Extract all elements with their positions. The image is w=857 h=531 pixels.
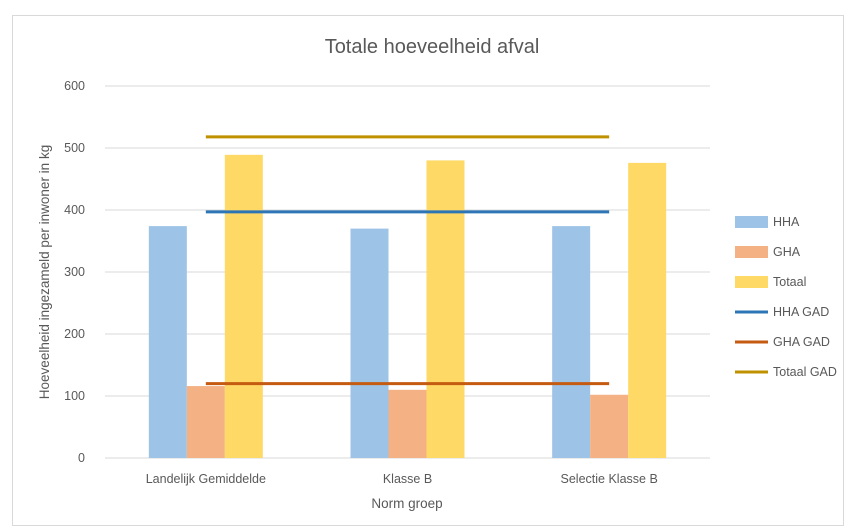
legend-swatch-hha <box>735 216 768 228</box>
legend-label-gha-gad: GHA GAD <box>773 335 830 349</box>
x-tick-label: Klasse B <box>383 472 432 486</box>
legend-swatch-gha <box>735 246 768 258</box>
legend: HHA GHA Totaal HHA GAD GHA GAD Totaal GAD <box>735 215 837 379</box>
y-tick-label: 600 <box>64 79 85 93</box>
y-tick-label: 400 <box>64 203 85 217</box>
x-axis-ticks: Landelijk Gemiddelde Klasse B Selectie Kla… <box>146 472 658 486</box>
reference-lines <box>205 135 610 386</box>
bar-gha <box>388 389 427 458</box>
legend-label-gha: GHA <box>773 245 801 259</box>
bars <box>148 154 667 458</box>
bar-totaal <box>224 154 263 458</box>
y-tick-label: 0 <box>78 451 85 465</box>
bar-totaal <box>628 162 667 458</box>
y-tick-label: 300 <box>64 265 85 279</box>
y-axis-label: Hoeveelheid ingezameld per inwoner in kg <box>37 145 52 399</box>
legend-label-totaal-gad: Totaal GAD <box>773 365 837 379</box>
x-tick-label: Landelijk Gemiddelde <box>146 472 266 486</box>
y-axis-ticks: 0 100 200 300 400 500 600 <box>64 79 85 465</box>
y-tick-label: 200 <box>64 327 85 341</box>
y-tick-label: 500 <box>64 141 85 155</box>
bar-hha <box>350 228 389 458</box>
legend-label-hha: HHA <box>773 215 800 229</box>
x-axis-label: Norm groep <box>371 496 442 511</box>
bar-hha <box>148 226 187 458</box>
bar-gha <box>186 386 225 458</box>
legend-label-totaal: Totaal <box>773 275 806 289</box>
bar-hha <box>552 226 591 458</box>
legend-label-hha-gad: HHA GAD <box>773 305 829 319</box>
bar-gha <box>590 394 629 458</box>
bar-totaal <box>426 160 465 458</box>
y-tick-label: 100 <box>64 389 85 403</box>
chart-title: Totale hoeveelheid afval <box>325 36 540 58</box>
legend-swatch-totaal <box>735 276 768 288</box>
x-tick-label: Selectie Klasse B <box>561 472 658 486</box>
